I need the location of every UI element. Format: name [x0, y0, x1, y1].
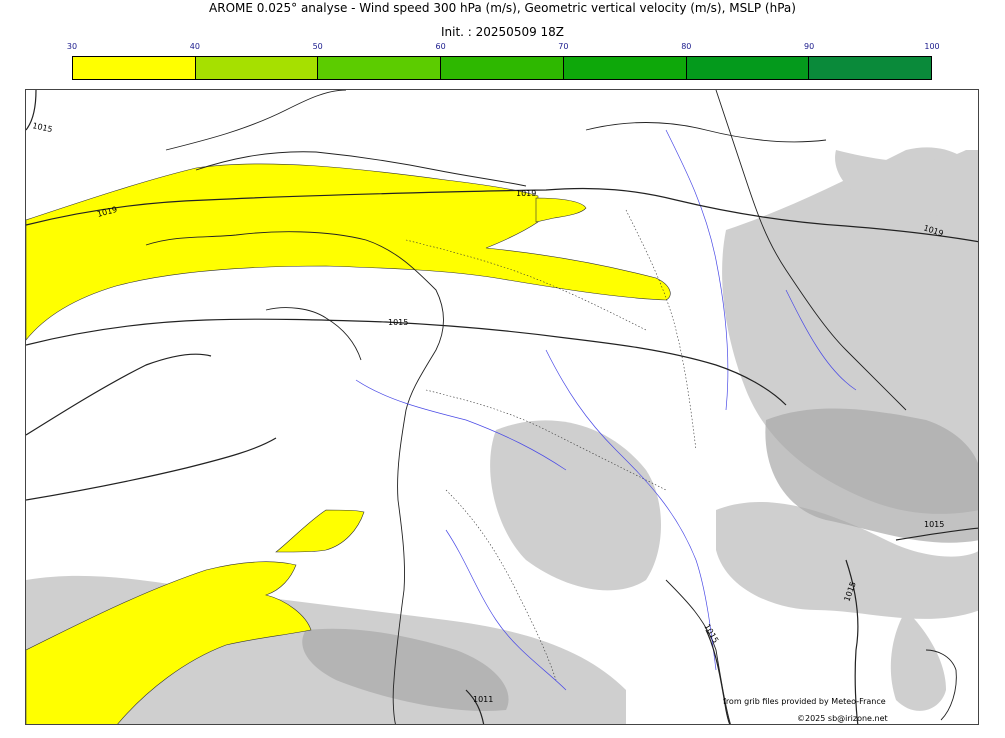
colorbar-tick: 70 — [558, 42, 569, 51]
isobar-label: 1015 — [924, 520, 944, 529]
terrain-high — [302, 408, 978, 711]
colorbar-tick: 90 — [804, 42, 815, 51]
colorbar-tick: 50 — [312, 42, 323, 51]
isobars — [26, 90, 978, 724]
colorbar-segment — [318, 57, 442, 79]
colorbar-segment — [73, 57, 196, 79]
isobar-label: 1011 — [473, 695, 493, 704]
colorbar-tick: 30 — [66, 42, 78, 51]
isobar-label: 1015 — [32, 121, 54, 134]
colorbar-segment — [441, 57, 564, 79]
jet-stream-band — [26, 163, 671, 724]
isobar-label: 1019 — [516, 189, 536, 198]
chart-subtitle: Init. : 20250509 18Z — [440, 25, 565, 39]
colorbar — [72, 56, 932, 80]
chart-title: AROME 0.025° analyse - Wind speed 300 hP… — [209, 1, 796, 15]
colorbar-segment — [809, 57, 932, 79]
colorbar-segment — [195, 57, 319, 79]
rivers — [355, 129, 857, 691]
colorbar-tick: 100 — [924, 42, 940, 51]
isobar-label: 1015 — [388, 318, 408, 327]
copyright-credit: ©2025 sb@irizone.net — [797, 714, 888, 723]
map-canvas: 1015 1019 1019 1019 1015 1015 1015 1015 … — [26, 90, 978, 724]
map-panel[interactable]: 1015 1019 1019 1019 1015 1015 1015 1015 … — [25, 89, 979, 725]
admin-borders — [405, 209, 697, 681]
source-credit: from grib files provided by Meteo-France — [723, 697, 886, 706]
coastlines — [145, 90, 957, 724]
colorbar-segment — [563, 57, 687, 79]
colorbar-tick: 40 — [189, 42, 200, 51]
colorbar-segment — [686, 57, 810, 79]
colorbar-tick: 80 — [681, 42, 692, 51]
colorbar-ticks: 30 40 50 60 70 80 90 100 — [67, 42, 940, 54]
colorbar-tick: 60 — [435, 42, 446, 51]
isobar-label: 1015 — [702, 623, 720, 645]
